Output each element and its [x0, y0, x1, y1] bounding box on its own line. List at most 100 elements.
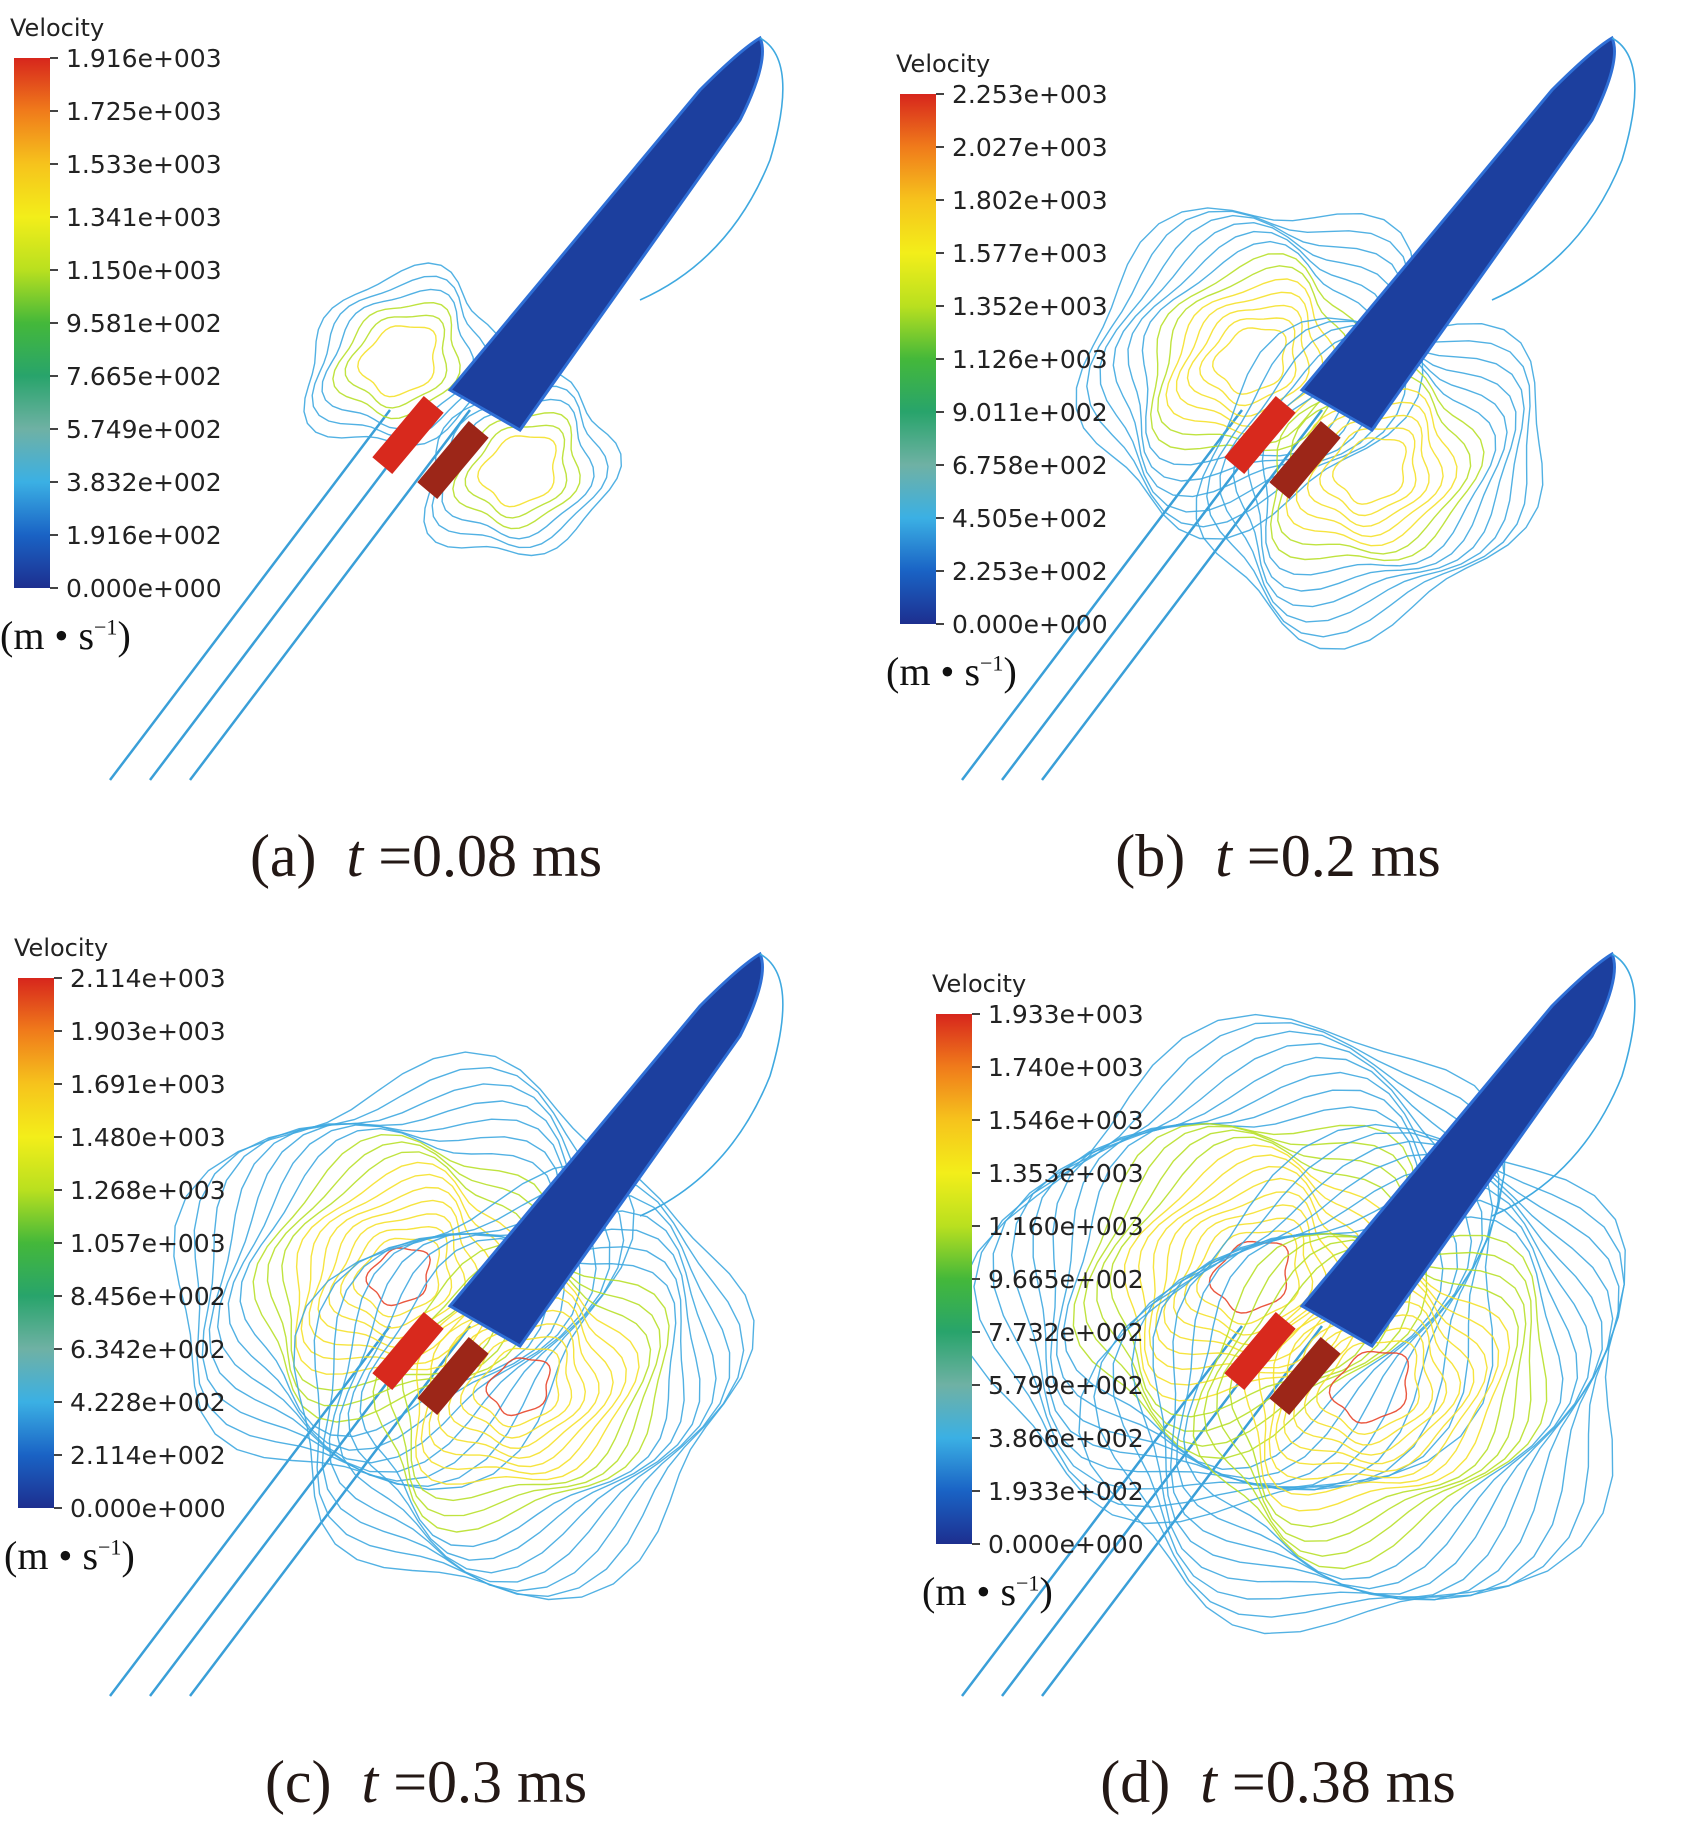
- barrel-line: [189, 409, 471, 781]
- tick-mark: [50, 534, 58, 536]
- tick-label: 0.000e+000: [70, 1493, 226, 1523]
- charge-block: [372, 1312, 444, 1390]
- charge-block: [1269, 1337, 1341, 1415]
- contour-line: [357, 325, 437, 398]
- legend-ticks: 1.933e+003 1.740e+003 1.546e+003 1.353e+003…: [972, 1000, 1192, 1559]
- barrel-line: [1041, 409, 1323, 781]
- legend-tick: 1.903e+003: [54, 1016, 226, 1046]
- tick-label: 1.352e+003: [952, 291, 1108, 321]
- panel-caption: (c) t =0.3 ms: [264, 1749, 588, 1815]
- tick-mark: [54, 1189, 62, 1191]
- barrel-line: [149, 1325, 431, 1697]
- legend-tick: 7.732e+002: [972, 1317, 1144, 1347]
- velocity-unit: (m • s−1): [4, 1533, 135, 1578]
- tick-label: 1.933e+003: [988, 999, 1144, 1029]
- legend-tick: 1.546e+003: [972, 1105, 1144, 1135]
- contour-line: [1208, 1240, 1290, 1314]
- contour-line: [352, 1237, 441, 1318]
- tick-label: 3.866e+002: [988, 1423, 1144, 1453]
- tick-mark: [54, 1401, 62, 1403]
- tick-mark: [50, 481, 58, 483]
- contour-line: [1075, 207, 1424, 540]
- tick-mark: [50, 428, 58, 430]
- projectile-body: [447, 35, 764, 432]
- legend-tick: 1.916e+003: [50, 43, 222, 73]
- tick-label: 1.480e+003: [70, 1122, 226, 1152]
- velocity-contour-plot: [961, 35, 1636, 781]
- tick-mark: [50, 57, 58, 59]
- projectile-body: [1299, 35, 1616, 432]
- charge-block: [417, 1337, 489, 1415]
- charge-block: [372, 396, 444, 474]
- contour-line: [1093, 1132, 1625, 1618]
- tick-label: 6.758e+002: [952, 450, 1108, 480]
- charge-block: [1224, 396, 1296, 474]
- tick-mark: [936, 623, 944, 625]
- contour-line: [485, 1357, 551, 1417]
- legend-tick: 0.000e+000: [936, 609, 1108, 639]
- velocity-unit: (m • s−1): [922, 1569, 1053, 1614]
- legend-tick: 1.341e+003: [50, 202, 222, 232]
- tick-label: 2.253e+002: [952, 556, 1108, 586]
- legend-tick: 1.533e+003: [50, 149, 222, 179]
- contour-line: [1049, 1071, 1473, 1485]
- legend-title: Velocity: [14, 934, 109, 962]
- tick-label: 6.342e+002: [70, 1334, 226, 1364]
- color-scale-bar: [18, 978, 54, 1508]
- contour-line: [1186, 304, 1310, 418]
- tick-mark: [50, 322, 58, 324]
- tick-label: 8.456e+002: [70, 1281, 226, 1311]
- tick-label: 1.577e+003: [952, 238, 1108, 268]
- contour-line: [992, 1030, 1500, 1491]
- legend-tick: 1.160e+003: [972, 1211, 1144, 1241]
- tick-label: 1.740e+003: [988, 1052, 1144, 1082]
- legend-tick: 6.342e+002: [54, 1334, 226, 1364]
- tick-mark: [936, 93, 944, 95]
- legend-tick: 1.933e+003: [972, 999, 1144, 1029]
- legend-tick: 1.740e+003: [972, 1052, 1144, 1082]
- legend-ticks: 2.253e+003 2.027e+003 1.802e+003 1.577e+003…: [936, 80, 1156, 639]
- barrel-line: [149, 409, 431, 781]
- barrel-rails: [109, 409, 471, 781]
- bow-shock-line: [1491, 37, 1636, 301]
- tick-label: 1.546e+003: [988, 1105, 1144, 1135]
- tick-label: 1.725e+003: [66, 96, 222, 126]
- panel-caption: (b) t =0.2 ms: [1115, 823, 1441, 889]
- tick-label: 2.114e+003: [70, 963, 226, 993]
- contour-line: [472, 1347, 561, 1428]
- velocity-contour-plot: [109, 35, 784, 781]
- velocity-contour-plot: [109, 951, 784, 1697]
- contour-line: [477, 435, 557, 508]
- legend-tick: 0.000e+000: [54, 1493, 226, 1523]
- tick-mark: [54, 977, 62, 979]
- legend-tick: 1.725e+003: [50, 96, 222, 126]
- tick-label: 0.000e+000: [952, 609, 1108, 639]
- legend-tick: 1.057e+003: [54, 1228, 226, 1258]
- contour-line: [332, 301, 461, 420]
- tick-mark: [936, 411, 944, 413]
- contour-line: [1152, 1166, 1603, 1600]
- tick-label: 9.581e+002: [66, 308, 222, 338]
- legend-tick: 0.000e+000: [972, 1529, 1144, 1559]
- tick-label: 7.732e+002: [988, 1317, 1144, 1347]
- tick-mark: [972, 1225, 980, 1227]
- legend-tick: 3.832e+002: [50, 467, 222, 497]
- contour-line: [344, 314, 448, 409]
- barrel-line: [961, 409, 1243, 781]
- tick-label: 1.150e+003: [66, 255, 222, 285]
- tick-mark: [972, 1384, 980, 1386]
- legend-tick: 3.866e+002: [972, 1423, 1144, 1453]
- contour-line: [1169, 1181, 1593, 1595]
- contour-line: [958, 1013, 1506, 1525]
- figure-panel-d: Velocity 1.933e+003 1.740e+003 1.546e+003 1…: [852, 916, 1704, 1832]
- tick-mark: [936, 252, 944, 254]
- figure-panel-a: Velocity 1.916e+003 1.725e+003 1.533e+003 1…: [0, 0, 852, 916]
- legend-tick: 9.581e+002: [50, 308, 222, 338]
- velocity-legend: Velocity 2.253e+003 2.027e+003 1.802e+003 1…: [886, 50, 1146, 694]
- tick-mark: [54, 1295, 62, 1297]
- legend-tick: 1.126e+003: [936, 344, 1108, 374]
- contour-line: [1083, 1125, 1413, 1447]
- legend-ticks: 2.114e+003 1.903e+003 1.691e+003 1.480e+003…: [54, 964, 274, 1523]
- legend-tick: 2.253e+003: [936, 79, 1108, 109]
- tick-mark: [936, 570, 944, 572]
